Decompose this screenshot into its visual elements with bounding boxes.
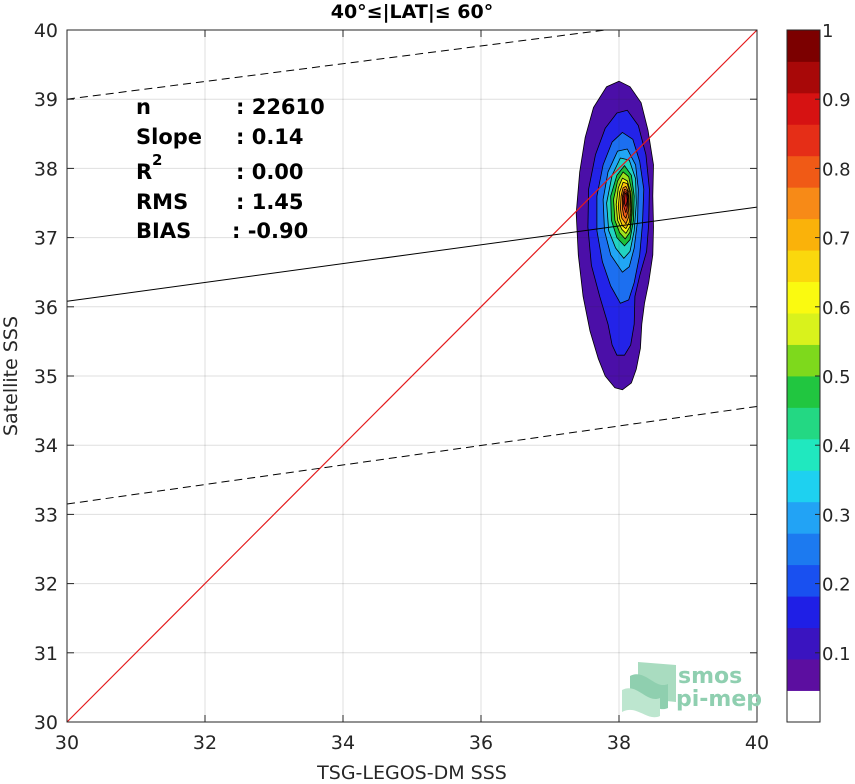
lower-bound-line (66, 405, 758, 505)
x-tick-label: 34 (331, 732, 355, 754)
y-axis-label: Satellite SSS (0, 316, 22, 436)
y-tick-label: 36 (34, 297, 58, 319)
colorbar-segment (787, 596, 820, 629)
stat-bias-value: : -0.90 (232, 219, 308, 243)
x-tick-label: 40 (745, 732, 769, 754)
grid (67, 30, 757, 722)
logo-line-2: pi-mep (676, 687, 762, 712)
upper-bound-line (66, 29, 606, 100)
x-tick-label: 32 (193, 732, 217, 754)
smos-pimep-logo: smos pi-mep (622, 662, 762, 718)
stat-bias-label: BIAS (136, 219, 191, 243)
colorbar-segment (787, 407, 820, 440)
colorbar-segment (787, 30, 820, 62)
colorbar-tick-label: 0.7 (822, 229, 851, 250)
colorbar-segment (787, 61, 820, 94)
stat-rms-value: : 1.45 (236, 190, 304, 214)
stat-rms-label: RMS (136, 190, 188, 214)
colorbar-tick-label: 0.2 (822, 575, 851, 596)
y-tick-label: 40 (34, 20, 58, 42)
x-axis-ticks: 30 32 34 36 38 40 (55, 30, 769, 754)
colorbar-segment (787, 533, 820, 566)
stat-n-value: : 22610 (236, 95, 325, 119)
chart-title: 40°≤|LAT|≤ 60° (331, 1, 494, 23)
colorbar-tick-label: 0.8 (822, 159, 851, 180)
y-tick-label: 31 (34, 643, 58, 665)
stat-slope-label: Slope (136, 125, 202, 149)
colorbar-tick-label: 0.5 (822, 367, 851, 388)
wave-logo-icon (622, 662, 676, 718)
colorbar-segment (787, 690, 820, 723)
stat-r2-sup: 2 (152, 151, 162, 169)
colorbar-segment (787, 313, 820, 345)
colorbar-segment (787, 92, 820, 125)
colorbar-segment (787, 281, 820, 314)
y-tick-label: 33 (34, 504, 58, 526)
colorbar-tick-label: 0.9 (822, 90, 851, 111)
colorbar-segment (787, 501, 820, 534)
y-tick-label: 32 (34, 574, 58, 596)
x-tick-label: 36 (469, 732, 493, 754)
density-contours (575, 80, 654, 391)
colorbar-segment (787, 155, 820, 188)
colorbar-segment (787, 659, 820, 691)
colorbar-segment (787, 376, 820, 408)
colorbar (787, 30, 820, 723)
stat-r2-value: : 0.00 (236, 160, 304, 184)
one-to-one-line (66, 29, 758, 723)
contour-level-12 (624, 192, 628, 207)
colorbar-tick-label: 0.3 (822, 505, 851, 526)
colorbar-segment (787, 438, 820, 471)
colorbar-segment (787, 218, 820, 251)
stat-slope-value: : 0.14 (236, 125, 304, 149)
colorbar-segment (787, 470, 820, 503)
colorbar-segment (787, 124, 820, 157)
colorbar-tick-label: 0.6 (822, 298, 851, 319)
colorbar-ticks: 0.1 0.2 0.3 0.4 0.5 0.6 0.7 0.8 0.9 1 (815, 21, 851, 665)
reference-lines (66, 29, 758, 723)
colorbar-tick-label: 1 (822, 21, 833, 42)
y-tick-label: 37 (34, 228, 58, 250)
y-axis-ticks: 30 31 32 33 34 35 36 37 38 39 40 (34, 20, 757, 734)
colorbar-segment (787, 250, 820, 283)
regression-line (66, 206, 758, 302)
logo-line-1: smos (678, 664, 742, 689)
colorbar-segment (787, 187, 820, 220)
y-tick-label: 38 (34, 158, 58, 180)
stat-n-label: n (136, 95, 151, 119)
y-tick-label: 39 (34, 89, 58, 111)
x-tick-label: 38 (607, 732, 631, 754)
colorbar-segment (787, 564, 820, 597)
y-tick-label: 34 (34, 435, 58, 457)
colorbar-segment (787, 627, 820, 660)
x-axis-label: TSG-LEGOS-DM SSS (316, 762, 507, 784)
y-tick-label: 30 (34, 712, 58, 734)
stats-box: n : 22610 Slope : 0.14 R 2 : 0.00 RMS : … (136, 95, 325, 243)
colorbar-tick-label: 0.4 (822, 436, 851, 457)
x-tick-label: 30 (55, 732, 79, 754)
colorbar-tick-label: 0.1 (822, 644, 851, 665)
y-tick-label: 35 (34, 366, 58, 388)
colorbar-segment (787, 344, 820, 377)
stat-r2-label: R (136, 160, 152, 184)
